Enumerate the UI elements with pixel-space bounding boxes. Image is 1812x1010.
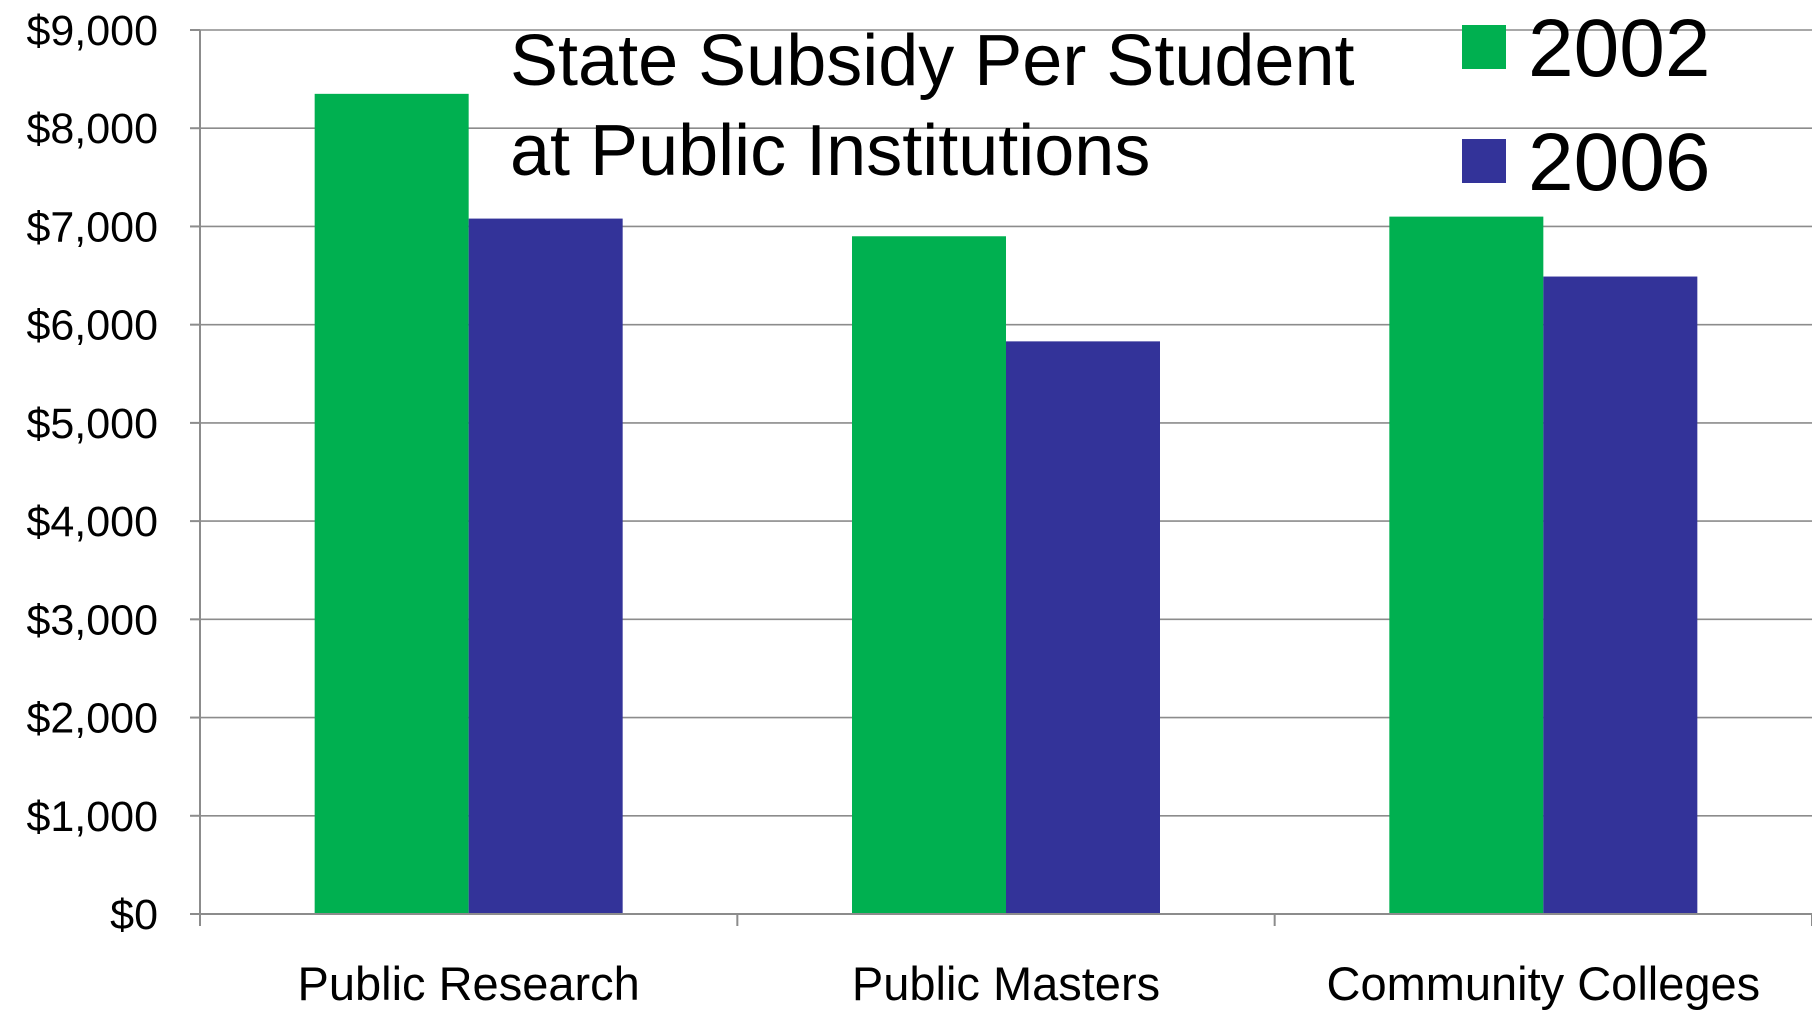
y-tick-label: $8,000 (26, 105, 158, 153)
axes (199, 30, 1812, 926)
y-tick-label: $5,000 (26, 400, 158, 448)
y-tick-label: $2,000 (26, 695, 158, 743)
chart-title-line-1: State Subsidy Per Student (510, 21, 1355, 101)
bar-2006-2 (1543, 276, 1698, 914)
y-tick-label: $6,000 (26, 302, 158, 350)
legend-swatch (1462, 25, 1506, 69)
bars (314, 93, 1698, 915)
legend-label: 2002 (1528, 3, 1710, 94)
bar-2002-2 (1389, 216, 1544, 915)
y-tick-label: $1,000 (26, 793, 158, 841)
chart-title: State Subsidy Per Student at Public Inst… (510, 21, 1355, 191)
y-tick-label: $3,000 (26, 596, 158, 644)
y-tick-label: $9,000 (26, 7, 158, 55)
chart-title-line-2: at Public Institutions (510, 111, 1150, 191)
x-category-label: Public Research (298, 957, 640, 1010)
x-category-labels: Public Research Public Masters Community C… (298, 957, 1761, 1010)
bar-2006-0 (468, 218, 623, 914)
y-tick-label: $7,000 (26, 203, 158, 251)
legend-swatch (1462, 139, 1506, 183)
x-category-label: Public Masters (852, 957, 1160, 1010)
legend-label: 2006 (1528, 117, 1710, 208)
y-tick-label: $4,000 (26, 498, 158, 546)
legend: 2002 2006 (1462, 3, 1710, 208)
y-tick-labels: $0 $1,000 $2,000 $3,000 $4,000 $5,000 $6,000 $7… (26, 7, 200, 939)
x-category-label: Community Colleges (1327, 957, 1761, 1010)
y-tick-label: $0 (110, 891, 158, 939)
bar-2002-0 (314, 93, 469, 915)
bar-2006-1 (1006, 341, 1160, 914)
bar-2002-1 (852, 236, 1006, 914)
